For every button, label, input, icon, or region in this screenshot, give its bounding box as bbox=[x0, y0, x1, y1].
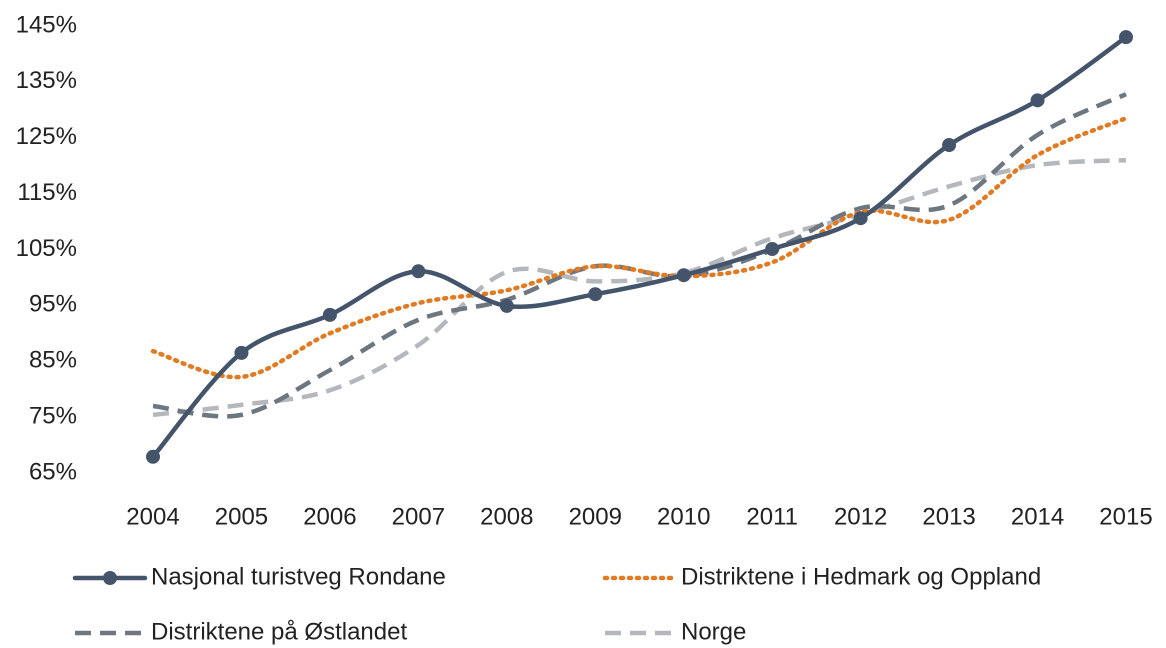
x-tick-label: 2006 bbox=[303, 503, 356, 530]
x-tick-label: 2007 bbox=[392, 503, 445, 530]
x-tick-label: 2013 bbox=[922, 503, 975, 530]
point bbox=[234, 345, 249, 360]
point bbox=[676, 268, 691, 283]
x-tick-label: 2015 bbox=[1099, 503, 1152, 530]
x-tick-label: 2014 bbox=[1011, 503, 1064, 530]
point bbox=[942, 138, 957, 153]
point bbox=[1119, 30, 1133, 45]
point bbox=[499, 298, 514, 313]
point bbox=[146, 449, 160, 464]
x-tick-label: 2009 bbox=[569, 503, 622, 530]
legend-label: Distriktene på Østlandet bbox=[151, 618, 407, 645]
y-tick-label: 85% bbox=[29, 347, 77, 374]
x-tick-label: 2011 bbox=[746, 503, 798, 530]
point bbox=[322, 307, 337, 322]
point bbox=[411, 264, 426, 279]
x-tick-label: 2004 bbox=[126, 503, 179, 530]
y-tick-label: 115% bbox=[17, 179, 77, 206]
series-line bbox=[150, 115, 1129, 380]
y-tick-label: 75% bbox=[29, 402, 77, 429]
point bbox=[1030, 93, 1045, 108]
y-tick-label: 65% bbox=[29, 458, 77, 485]
y-tick-label: 125% bbox=[16, 123, 77, 150]
series-line bbox=[150, 34, 1129, 460]
point bbox=[853, 211, 868, 226]
point bbox=[588, 287, 603, 302]
x-tick-label: 2005 bbox=[215, 503, 268, 530]
legend-label: Distriktene i Hedmark og Oppland bbox=[681, 563, 1041, 590]
y-tick-label: 105% bbox=[16, 235, 77, 262]
legend-label: Nasjonal turistveg Rondane bbox=[151, 563, 446, 590]
y-tick-label: 95% bbox=[29, 291, 77, 318]
x-tick-label: 2012 bbox=[834, 503, 887, 530]
series-line bbox=[152, 157, 1127, 418]
legend-marker bbox=[103, 571, 117, 585]
series-line bbox=[152, 92, 1127, 419]
legend-label: Norge bbox=[681, 618, 746, 645]
x-tick-label: 2010 bbox=[657, 503, 710, 530]
x-tick-label: 2008 bbox=[480, 503, 533, 530]
y-tick-label: 145% bbox=[16, 11, 77, 38]
y-tick-label: 135% bbox=[16, 67, 77, 94]
point bbox=[765, 241, 780, 256]
